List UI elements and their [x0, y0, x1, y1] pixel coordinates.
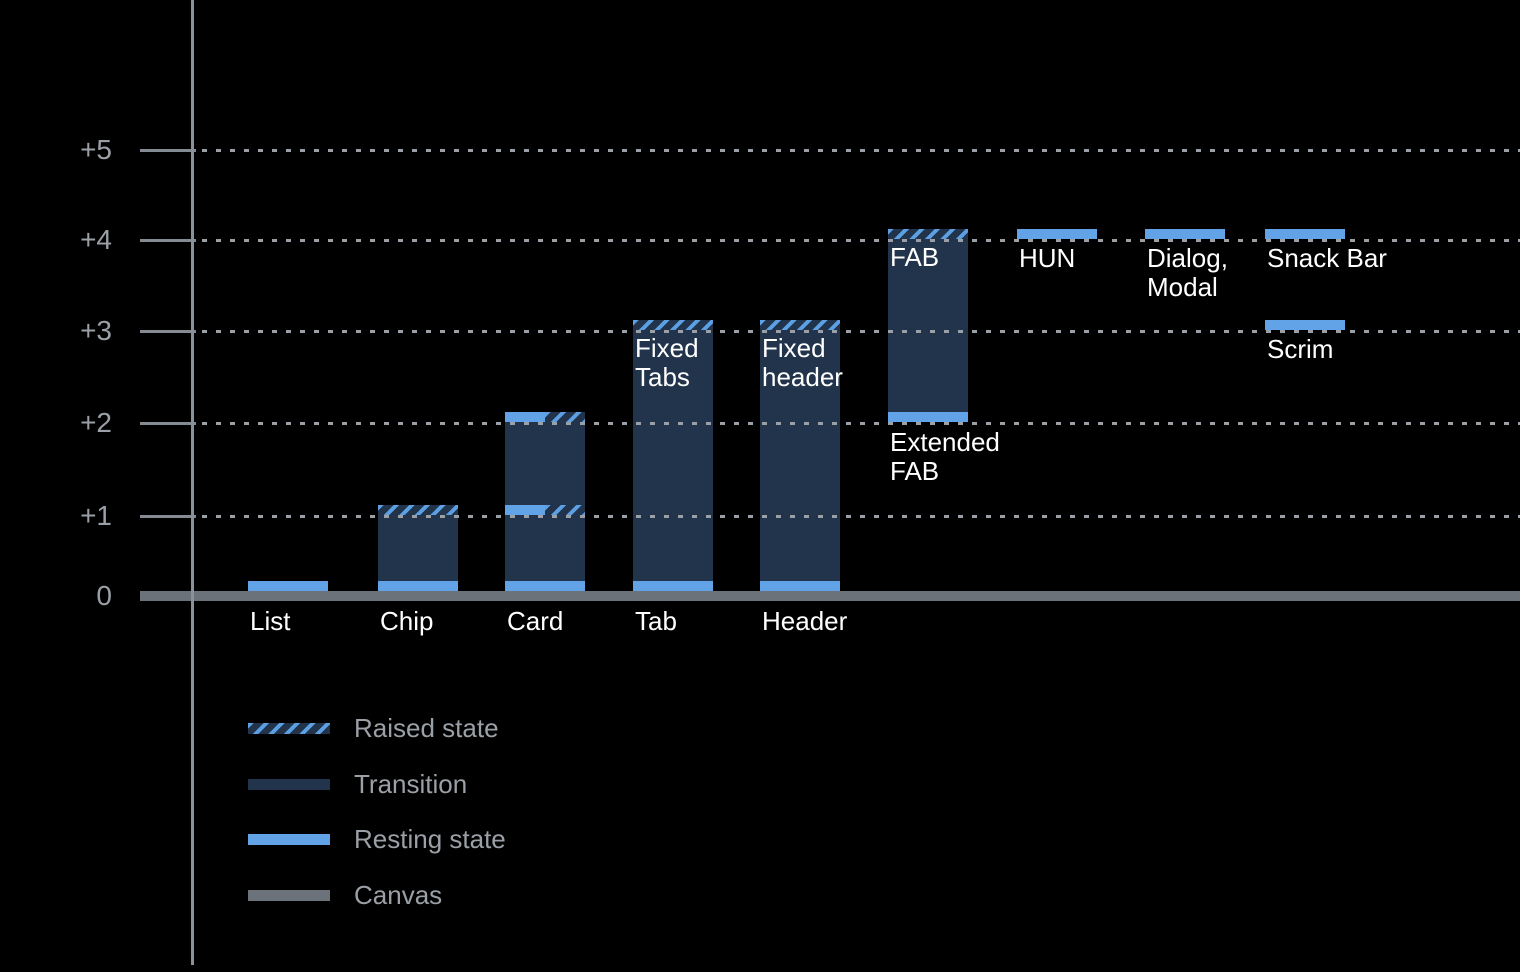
canvas-swatch-icon	[248, 889, 330, 901]
y-tick-2	[140, 422, 196, 425]
bar-chip-transition-segment	[378, 515, 458, 581]
legend-label-resting-state: Resting state	[354, 824, 506, 854]
transition-swatch-icon	[248, 778, 330, 790]
bar-header-raised-segment	[760, 320, 840, 330]
legend-label-canvas: Canvas	[354, 880, 443, 910]
y-tick-label-1: +1	[80, 500, 112, 531]
bar-label-list: List	[250, 606, 291, 636]
bar-label-chip: Chip	[380, 606, 434, 636]
bar-card-raised-segment	[545, 412, 585, 422]
bar-chip-raised-segment	[378, 505, 458, 515]
bar-fab-resting-segment	[888, 412, 968, 422]
y-tick-label-2: +2	[80, 407, 112, 438]
bar-label-scrim: Scrim	[1267, 334, 1334, 364]
bar-chip-resting-segment	[378, 581, 458, 591]
legend-item-transition: Transition	[248, 770, 467, 798]
legend-label-raised-state: Raised state	[354, 713, 499, 743]
bar-tab-resting-segment	[633, 581, 713, 591]
bar-tab-raised-segment	[633, 320, 713, 330]
y-tick-5	[140, 149, 196, 152]
legend-label-transition: Transition	[354, 769, 468, 799]
bar-label-snack-bar: Snack Bar	[1267, 243, 1387, 273]
gridline-2	[202, 422, 1520, 425]
bar-label-tab: Tab	[635, 606, 677, 636]
y-tick-label-0: 0	[96, 580, 112, 611]
bar-header-resting-segment	[760, 581, 840, 591]
bar-dialog-modal-resting-segment	[1145, 229, 1225, 239]
raised-state-swatch-icon	[248, 722, 330, 734]
legend-item-resting-state: Resting state	[248, 825, 506, 853]
y-tick-4	[140, 239, 196, 242]
bar-card-transition-segment	[505, 422, 585, 505]
bar-hun-resting-segment	[1017, 229, 1097, 239]
y-axis-line	[191, 0, 194, 965]
y-tick-1	[140, 515, 196, 518]
y-tick-label-4: +4	[80, 224, 112, 255]
bar-fab-transition-segment	[888, 239, 968, 412]
bar-card-resting-segment	[505, 581, 585, 591]
y-tick-3	[140, 330, 196, 333]
gridline-3	[202, 330, 1520, 333]
bar-card-transition-segment	[505, 515, 585, 581]
bar-card-resting-segment	[505, 505, 545, 515]
bar-label-fixed-tabs: Fixed Tabs	[635, 333, 699, 392]
legend-item-canvas: Canvas	[248, 881, 442, 909]
bar-label-header: Header	[762, 606, 848, 636]
bar-label-fixed-header: Fixed header	[762, 333, 843, 392]
bar-fab-raised-segment	[888, 229, 968, 239]
y-tick-label-5: +5	[80, 134, 112, 165]
bar-label-extended-fab: Extended FAB	[890, 427, 1000, 486]
bar-list-resting-segment	[248, 581, 328, 591]
gridline-4	[202, 239, 1520, 242]
bar-label-hun: HUN	[1019, 243, 1076, 273]
bar-scrim-resting-segment	[1265, 320, 1345, 330]
bar-tab-transition-segment	[633, 330, 713, 581]
bar-label-dialog-modal: Dialog, Modal	[1147, 243, 1228, 302]
bar-card-resting-segment	[505, 412, 545, 422]
bar-label-fab: FAB	[890, 242, 940, 272]
resting-state-swatch-icon	[248, 833, 330, 845]
legend-item-raised-state: Raised state	[248, 714, 499, 742]
canvas-baseline	[140, 591, 1520, 601]
bar-label-card: Card	[507, 606, 564, 636]
y-tick-label-3: +3	[80, 315, 112, 346]
bar-card-raised-segment	[545, 505, 585, 515]
gridline-1	[202, 515, 1520, 518]
bar-snack-bar-resting-segment	[1265, 229, 1345, 239]
gridline-5	[202, 149, 1520, 152]
bar-header-transition-segment	[760, 330, 840, 581]
